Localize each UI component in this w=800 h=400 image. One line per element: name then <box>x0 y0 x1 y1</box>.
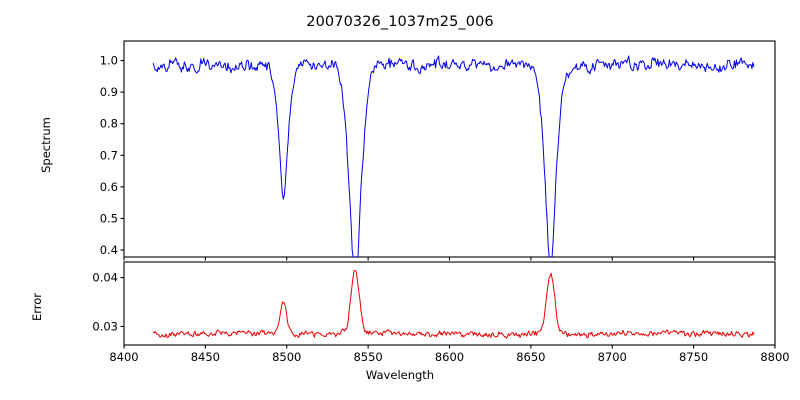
x-tick-label: 8800 <box>760 350 789 364</box>
error-y-tick-label: 0.04 <box>92 271 118 285</box>
x-tick-label: 8550 <box>353 350 382 364</box>
x-tick-label: 8400 <box>109 350 138 364</box>
x-tick-label: 8600 <box>435 350 464 364</box>
x-tick-label: 8700 <box>598 350 627 364</box>
x-tick-label: 8750 <box>679 350 708 364</box>
spectrum-y-tick-label: 0.6 <box>100 180 118 194</box>
spectrum-y-tick-label: 1.0 <box>100 54 118 68</box>
x-tick-label: 8450 <box>191 350 220 364</box>
spectrum-y-tick-label: 0.7 <box>100 148 118 162</box>
x-tick-label: 8650 <box>516 350 545 364</box>
x-axis-label: Wavelength <box>365 368 435 382</box>
spectrum-panel-frame <box>123 40 776 258</box>
figure-title: 20070326_1037m25_006 <box>306 14 494 30</box>
spectrum-y-tick-label: 0.5 <box>100 211 118 225</box>
spectrum-y-tick-label: 0.9 <box>100 85 118 99</box>
error-y-tick-label: 0.03 <box>92 319 118 333</box>
error-data-line <box>152 269 755 339</box>
spectrum-y-tick-label: 0.4 <box>100 243 118 257</box>
spectrum-data-line <box>152 55 755 257</box>
spectrum-y-tick-label: 0.8 <box>100 117 118 131</box>
x-tick-label: 8500 <box>272 350 301 364</box>
